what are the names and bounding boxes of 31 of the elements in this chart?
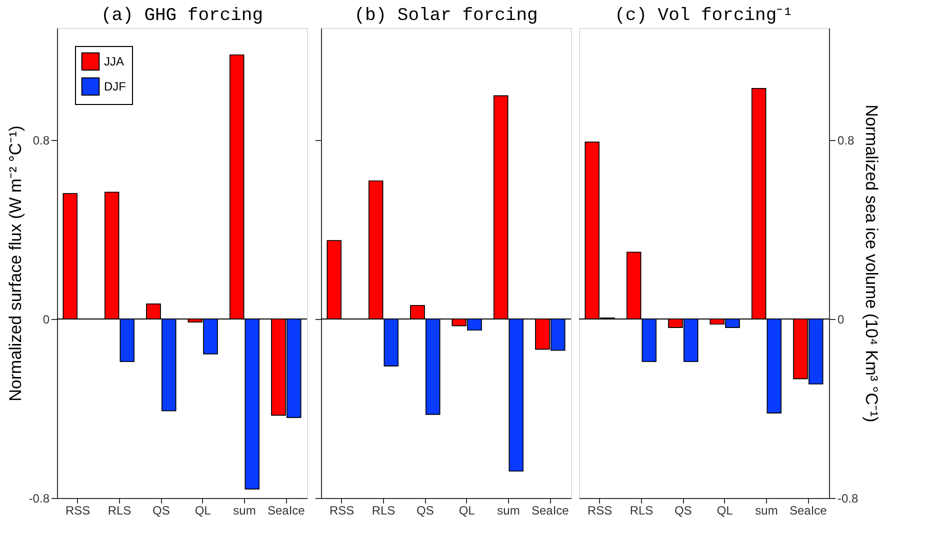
y-tick-label: 0.8 [32, 133, 50, 148]
y2-axis-title: Normalized sea ice volume (10⁴ Km³ °C⁻¹) [862, 104, 882, 422]
legend-label: JJA [104, 54, 124, 68]
legend-label: DJF [104, 80, 126, 94]
chart-title: (a) GHG forcing [100, 6, 264, 26]
x-tick-label: RSS [587, 504, 612, 518]
x-tick-label: QL [716, 504, 734, 518]
chart-title: (b) Solar forcing [354, 6, 538, 26]
x-tick-label: sum [497, 504, 520, 518]
x-tick-label: QL [194, 504, 212, 518]
x-tick-label: QS [674, 504, 692, 518]
x-tick-label: QL [458, 504, 476, 518]
x-tick-label: sum [755, 504, 778, 518]
x-tick-label: QS [416, 504, 434, 518]
y2-tick-label: 0 [838, 312, 844, 326]
x-tick-label: SeaIce [267, 504, 306, 518]
y-tick-label: 0 [42, 312, 50, 326]
x-tick-label: RLS [630, 504, 654, 518]
y2-tick-label: -0.8 [838, 492, 859, 506]
x-tick-label: RLS [108, 504, 132, 518]
x-tick-label: sum [233, 504, 256, 518]
x-tick-label: RSS [329, 504, 354, 518]
x-tick-label: QS [152, 504, 170, 518]
y-tick-label: -0.8 [28, 492, 50, 506]
x-tick-label: RSS [65, 504, 90, 518]
x-tick-label: RLS [372, 504, 396, 518]
y-axis-title: Normalized surface flux (W m⁻² °C⁻¹) [6, 126, 25, 402]
chart-title: (c) Vol forcing⁻¹ [614, 6, 794, 26]
y2-tick-label: 0.8 [838, 133, 855, 148]
x-tick-label: SeaIce [531, 504, 570, 518]
x-tick-label: SeaIce [789, 504, 828, 518]
